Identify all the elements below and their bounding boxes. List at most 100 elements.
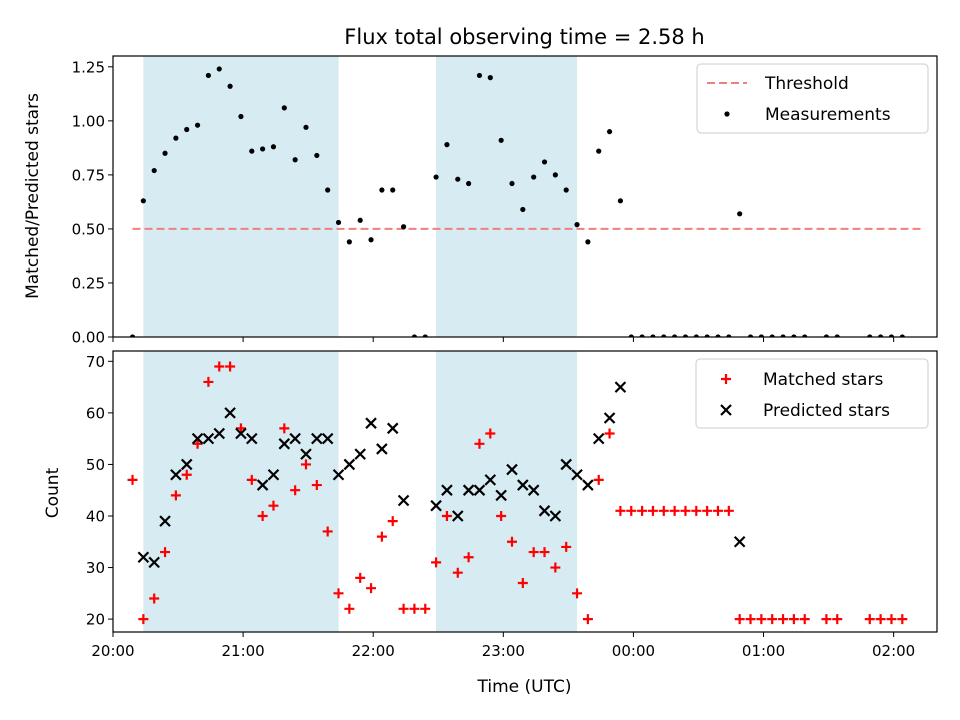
data-point (552, 172, 558, 178)
x-tick-label: 02:00 (872, 642, 915, 660)
legend: Matched stars Predicted stars (695, 358, 929, 429)
data-point (357, 217, 363, 223)
data-point (300, 459, 311, 470)
data-point (441, 510, 452, 521)
data-point (691, 505, 702, 516)
data-point (386, 422, 399, 435)
legend-predicted-swatch (720, 404, 732, 416)
data-point (227, 83, 233, 89)
data-point (704, 334, 710, 337)
data-point (181, 469, 192, 480)
data-point (159, 515, 171, 527)
data-point (149, 593, 160, 604)
legend-frame (695, 358, 929, 429)
data-point (528, 547, 539, 558)
data-point (452, 567, 463, 578)
x-tick-label: 21:00 (221, 642, 264, 660)
data-point (355, 572, 366, 583)
data-point (184, 126, 190, 133)
data-point (520, 206, 526, 213)
data-point (257, 510, 268, 521)
data-point (173, 135, 179, 141)
y-tick-label: 70 (86, 353, 105, 371)
data-point (214, 361, 225, 372)
y-tick-label: 0.00 (72, 329, 105, 347)
data-point (160, 547, 171, 558)
data-point (203, 376, 214, 387)
data-point (572, 588, 583, 599)
data-point (496, 510, 507, 521)
legend-entry-predicted: Predicted stars (763, 401, 890, 421)
data-point (745, 614, 756, 625)
data-point (354, 448, 366, 460)
data-point (541, 159, 548, 165)
data-point (321, 432, 334, 445)
data-point (712, 505, 723, 516)
data-point (366, 583, 377, 594)
data-point (899, 334, 905, 337)
data-point (246, 474, 257, 485)
series-matched-stars (127, 361, 908, 625)
data-point (376, 443, 388, 455)
data-point (561, 541, 572, 552)
data-point (799, 614, 810, 625)
data-point (582, 614, 593, 625)
data-point (823, 334, 830, 337)
data-point (311, 480, 322, 491)
data-point (368, 237, 374, 243)
x-tick-label: 01:00 (742, 642, 785, 660)
data-point (225, 361, 236, 372)
data-point (398, 603, 409, 614)
data-point (531, 174, 537, 180)
data-point (267, 468, 280, 481)
data-point (672, 334, 678, 337)
x-tick-label: 22:00 (352, 642, 395, 660)
data-point (433, 174, 439, 180)
observing-interval-2 (436, 56, 578, 337)
data-point (420, 603, 431, 614)
data-point (495, 489, 507, 502)
data-point (778, 614, 789, 625)
data-point (314, 152, 320, 159)
data-point (596, 148, 602, 154)
data-point (224, 407, 236, 419)
data-point (585, 239, 591, 245)
data-point (832, 614, 843, 625)
x-axis-label: Time (UTC) (477, 677, 572, 697)
data-point (680, 505, 691, 516)
y-tick-label: 1.00 (72, 112, 105, 130)
data-point (346, 239, 352, 245)
data-point (180, 458, 193, 471)
data-point (737, 211, 743, 217)
data-point (756, 614, 767, 625)
legend-entry-matched: Matched stars (763, 370, 883, 390)
data-point (127, 474, 138, 485)
data-point (400, 224, 407, 230)
data-point (463, 552, 474, 563)
data-point (335, 219, 342, 226)
data-point (693, 334, 699, 337)
data-point (140, 198, 146, 204)
data-point (278, 438, 291, 450)
data-point (834, 334, 840, 337)
legend-entry-threshold: Threshold (764, 74, 849, 94)
data-point (409, 603, 420, 614)
data-point (747, 334, 754, 337)
data-point (235, 423, 246, 434)
data-point (387, 516, 398, 527)
data-point (129, 334, 136, 337)
data-point (867, 334, 873, 337)
data-point (246, 432, 258, 445)
data-point (474, 438, 485, 449)
data-point (723, 505, 734, 516)
data-point (137, 551, 150, 564)
data-point (476, 72, 483, 79)
data-point (758, 334, 764, 337)
data-point (571, 468, 583, 481)
data-point (344, 603, 355, 614)
data-point (617, 198, 624, 204)
data-point (886, 614, 897, 625)
legend: Threshold Measurements (696, 63, 929, 134)
data-point (202, 432, 215, 445)
data-point (582, 479, 594, 491)
